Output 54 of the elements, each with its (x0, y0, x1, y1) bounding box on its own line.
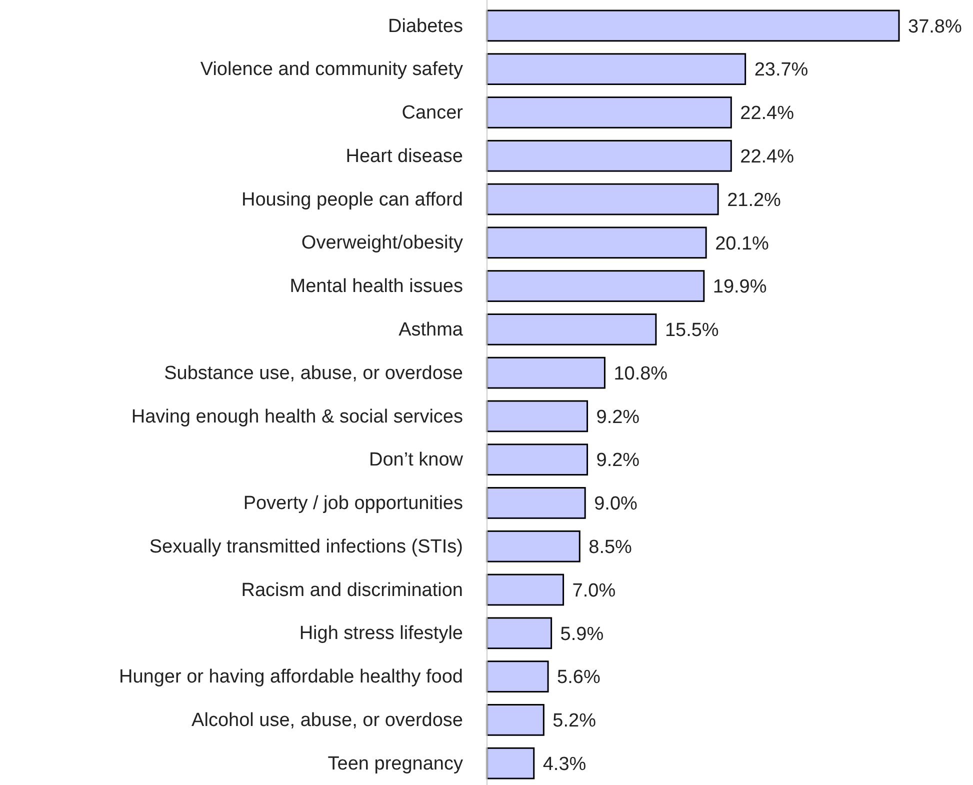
bar (486, 530, 580, 562)
data-label: 15.5% (664, 320, 719, 342)
y-tick-label: Alcohol use, abuse, or overdose (192, 710, 463, 731)
data-label: 21.2% (727, 190, 782, 211)
data-label: 23.7% (754, 60, 808, 81)
data-label: 5.2% (552, 710, 596, 732)
bar (486, 270, 705, 302)
bar (486, 617, 552, 650)
bar (486, 487, 586, 519)
y-tick-label: High stress lifestyle (299, 623, 463, 644)
data-label: 9.2% (596, 406, 640, 428)
data-label: 19.9% (712, 276, 767, 298)
data-label: 4.3% (542, 754, 586, 775)
data-label: 10.8% (614, 363, 668, 384)
y-tick-label: Substance use, abuse, or overdose (164, 362, 463, 384)
data-label: 5.9% (560, 624, 604, 645)
data-label: 9.0% (594, 494, 638, 515)
data-label: 22.4% (740, 146, 794, 168)
bar (486, 747, 535, 780)
bar (486, 53, 746, 86)
y-tick-label: Overweight/obesity (301, 232, 464, 254)
y-tick-label: Hunger or having affordable healthy food (118, 666, 463, 688)
y-tick-label: Having enough health & social services (131, 406, 463, 428)
bar (486, 313, 657, 346)
bar (486, 226, 707, 259)
y-tick-label: Heart disease (346, 146, 463, 167)
data-label: 5.6% (557, 667, 600, 688)
y-tick-label: Cancer (402, 102, 464, 124)
bar (486, 704, 544, 736)
bar (486, 400, 588, 432)
bar (486, 96, 732, 128)
y-tick-label: Racism and discrimination (241, 580, 463, 601)
data-label: 20.1% (715, 233, 770, 254)
bar (486, 660, 549, 692)
data-label: 37.8% (908, 16, 962, 38)
y-tick-label: Poverty / job opportunities (243, 493, 463, 514)
bar (486, 574, 564, 606)
bar (486, 10, 900, 42)
y-tick-label: Teen pregnancy (328, 753, 464, 774)
y-tick-label: Diabetes (388, 16, 463, 37)
bar (486, 140, 732, 172)
data-label: 9.2% (596, 450, 640, 472)
y-tick-label: Sexually transmitted infections (STIs) (149, 536, 463, 558)
y-tick-label: Don’t know (369, 450, 464, 471)
data-label: 22.4% (740, 103, 794, 124)
y-tick-label: Asthma (398, 319, 464, 340)
bar (486, 356, 606, 389)
data-label: 7.0% (572, 580, 616, 602)
bar (486, 444, 588, 476)
bar (486, 183, 719, 216)
y-tick-label: Housing people can afford (242, 189, 463, 210)
y-tick-label: Violence and community safety (200, 59, 464, 80)
y-tick-label: Mental health issues (290, 276, 463, 298)
data-label: 8.5% (588, 537, 632, 558)
